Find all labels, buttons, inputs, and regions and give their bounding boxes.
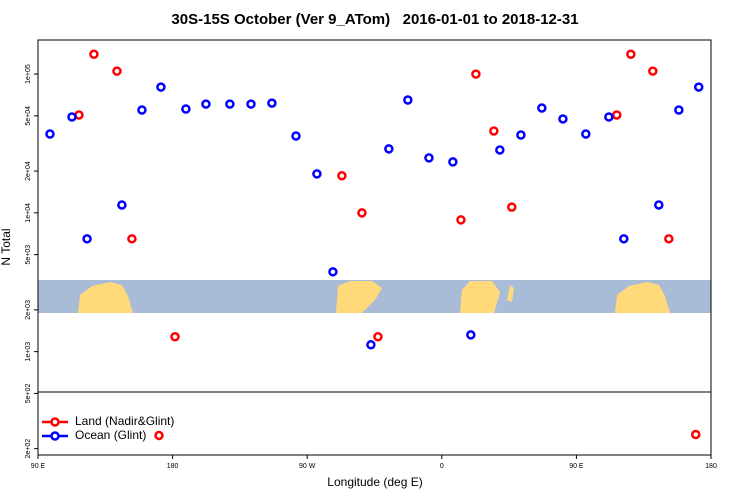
point	[312, 169, 322, 179]
legend-label: Land (Nadir&Glint)	[75, 414, 174, 428]
y-tick-label: 5e+02	[25, 383, 32, 403]
point	[337, 171, 347, 181]
point	[384, 144, 394, 154]
point	[137, 105, 147, 115]
point	[489, 126, 499, 136]
point	[424, 153, 434, 163]
point	[674, 105, 684, 115]
point	[537, 103, 547, 113]
point	[246, 99, 256, 109]
point	[626, 49, 636, 59]
point	[225, 99, 235, 109]
point	[373, 332, 383, 342]
y-tick-label: 2e+03	[25, 300, 32, 320]
point	[156, 82, 166, 92]
point	[267, 98, 277, 108]
point	[690, 429, 701, 440]
y-tick-label: 1e+03	[25, 342, 32, 362]
point	[648, 66, 658, 76]
point	[170, 332, 180, 342]
point	[45, 129, 55, 139]
point	[357, 208, 367, 218]
point	[466, 330, 476, 340]
point	[366, 340, 376, 350]
point	[604, 112, 614, 122]
legend-label: Ocean (Glint)	[75, 428, 146, 442]
point	[471, 69, 481, 79]
point	[448, 157, 458, 167]
map-strip	[38, 280, 711, 313]
point	[82, 234, 92, 244]
plot-frame	[37, 39, 712, 456]
point	[456, 215, 466, 225]
x-axis-label: Longitude (deg E)	[327, 475, 422, 489]
point	[117, 200, 127, 210]
y-tick-label: 2e+04	[25, 161, 32, 181]
point	[654, 200, 664, 210]
y-tick-label: 2e+02	[25, 439, 32, 459]
point	[154, 430, 164, 441]
chart-title: 30S-15S October (Ver 9_ATom) 2016-01-01 …	[171, 11, 578, 28]
y-tick-label: 5e+03	[25, 245, 32, 265]
x-tick-label: 180	[167, 463, 179, 470]
point	[89, 49, 99, 59]
point	[67, 112, 77, 122]
legend-marker	[50, 417, 60, 427]
point	[291, 131, 301, 141]
x-tick-label: 0	[440, 463, 444, 470]
point	[619, 234, 629, 244]
x-tick-label: 90 E	[31, 463, 46, 470]
point	[558, 114, 568, 124]
point	[181, 104, 191, 114]
y-tick-label: 1e+04	[25, 203, 32, 223]
point	[664, 234, 674, 244]
point	[507, 202, 517, 212]
point	[112, 66, 122, 76]
x-tick-label: 90 E	[569, 463, 584, 470]
point	[328, 267, 338, 277]
point	[201, 99, 211, 109]
point	[581, 129, 591, 139]
x-tick-label: 90 W	[299, 463, 316, 470]
x-tick-label: 180	[705, 463, 717, 470]
point	[516, 130, 526, 140]
point	[403, 95, 413, 105]
y-tick-label: 5e+04	[25, 106, 32, 126]
point	[693, 82, 704, 92]
y-tick-label: 1e+05	[25, 64, 32, 84]
y-axis-label: N Total	[0, 228, 13, 265]
point	[127, 234, 137, 244]
point	[495, 145, 505, 155]
point	[612, 110, 622, 120]
legend-marker	[50, 431, 60, 441]
